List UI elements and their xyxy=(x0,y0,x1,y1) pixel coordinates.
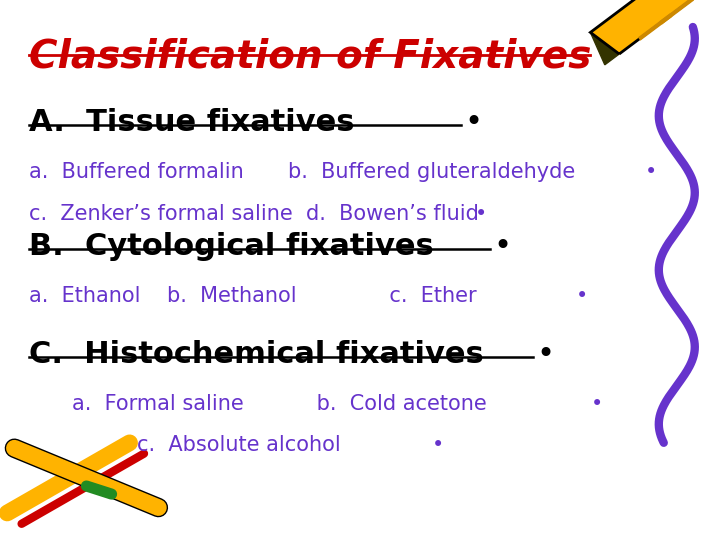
Text: C.  Histochemical fixatives: C. Histochemical fixatives xyxy=(29,340,484,369)
Text: a.  Formal saline           b.  Cold acetone: a. Formal saline b. Cold acetone xyxy=(72,394,487,414)
Text: b.  Buffered gluteraldehyde: b. Buffered gluteraldehyde xyxy=(288,162,575,182)
Text: •: • xyxy=(432,435,444,455)
Text: •: • xyxy=(644,162,657,182)
Polygon shape xyxy=(590,0,691,54)
Text: B.  Cytological fixatives: B. Cytological fixatives xyxy=(29,232,433,261)
Text: a.  Buffered formalin: a. Buffered formalin xyxy=(29,162,243,182)
Text: •: • xyxy=(536,340,554,369)
Text: Classification of Fixatives: Classification of Fixatives xyxy=(29,38,591,76)
Text: •: • xyxy=(493,232,511,261)
Polygon shape xyxy=(590,32,619,65)
Text: •: • xyxy=(576,286,588,306)
Text: •: • xyxy=(475,204,487,224)
Text: c.  Zenker’s formal saline  d.  Bowen’s fluid: c. Zenker’s formal saline d. Bowen’s flu… xyxy=(29,204,479,224)
Text: •: • xyxy=(590,394,603,414)
Text: •: • xyxy=(464,108,482,137)
Text: c.  Absolute alcohol: c. Absolute alcohol xyxy=(137,435,341,455)
Text: A.  Tissue fixatives: A. Tissue fixatives xyxy=(29,108,354,137)
Text: a.  Ethanol    b.  Methanol              c.  Ether: a. Ethanol b. Methanol c. Ether xyxy=(29,286,477,306)
